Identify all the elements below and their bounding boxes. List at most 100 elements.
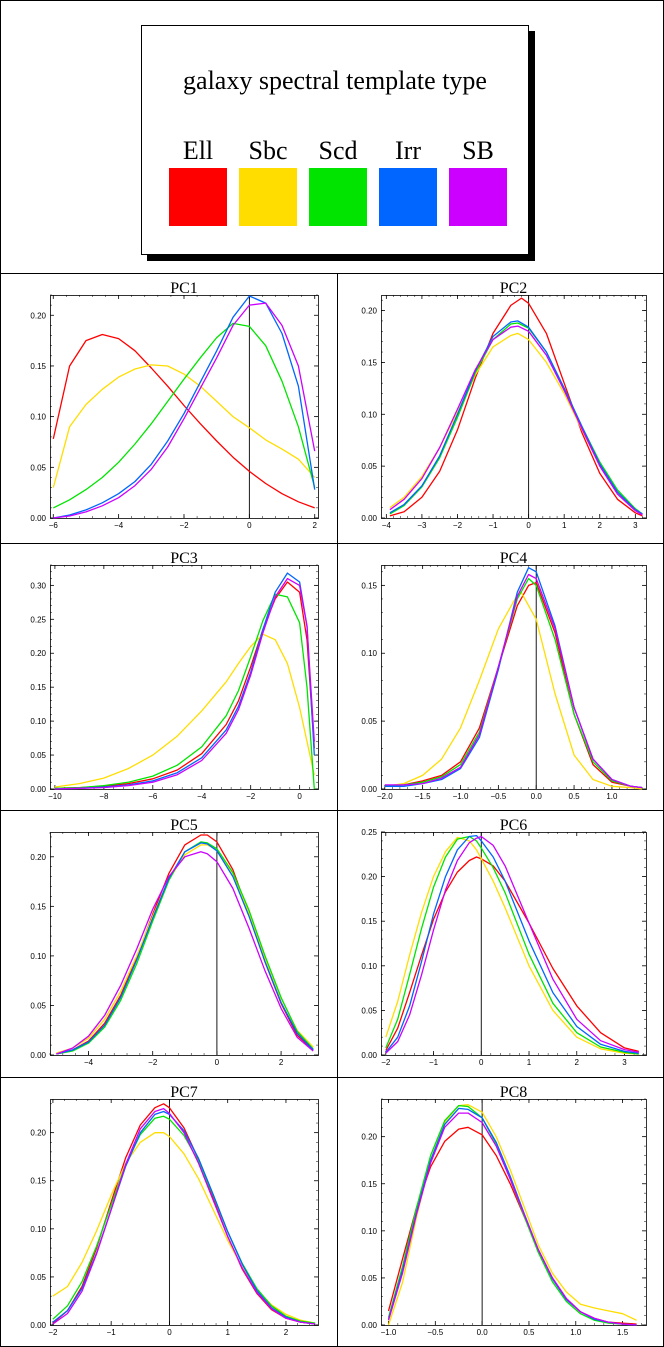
pc3-xtick-label: −4 xyxy=(197,792,207,801)
pc6-title: PC6 xyxy=(500,817,528,834)
pc3-series-ell xyxy=(54,581,315,789)
pc1-xtick-label: 2 xyxy=(313,521,318,530)
pc2-xtick-label: 2 xyxy=(598,521,603,530)
pc2-xtick-label: 0 xyxy=(526,521,531,530)
pc1-series-irr xyxy=(53,295,316,519)
pc8-series-irr xyxy=(387,1107,637,1326)
pc3-title: PC3 xyxy=(170,550,198,567)
pc3-ytick-label: 0.05 xyxy=(30,751,46,760)
legend-label-irr: Irr xyxy=(395,136,421,165)
pc3-series-sbc xyxy=(54,633,315,788)
pc4-series-scd xyxy=(384,577,643,789)
legend-label-scd: Scd xyxy=(318,136,358,165)
pc5-series-ell xyxy=(56,834,314,1055)
pc6-ytick-label: 0.15 xyxy=(361,917,377,926)
pc2-ytick-label: 0.00 xyxy=(361,514,377,523)
pc8-xtick-label: 0.0 xyxy=(477,1328,489,1337)
pc5-xtick-label: 0 xyxy=(215,1058,220,1067)
pc6-frame xyxy=(381,832,647,1056)
pc6-ytick-label: 0.05 xyxy=(361,1006,377,1015)
pc6-series-sbc xyxy=(385,836,639,1055)
pc7-ytick-label: 0.10 xyxy=(30,1225,46,1234)
pc7-xtick-label: 2 xyxy=(284,1328,289,1337)
pc7-ytick-label: 0.05 xyxy=(30,1273,46,1282)
pc7-title: PC7 xyxy=(170,1084,198,1101)
pc5-xtick-label: −2 xyxy=(148,1058,158,1067)
pc5-ytick-label: 0.05 xyxy=(30,1001,46,1010)
pc1-series-sb xyxy=(53,302,316,519)
pc8-title: PC8 xyxy=(500,1084,528,1101)
pc8-series-ell xyxy=(387,1126,637,1325)
legend-title: galaxy spectral template type xyxy=(183,66,487,95)
pc8-ytick-label: 0.15 xyxy=(361,1180,377,1189)
pc7-series-sbc xyxy=(52,1132,316,1324)
pc5-ytick-label: 0.20 xyxy=(30,853,46,862)
pc2-xtick-label: 3 xyxy=(633,521,638,530)
pc6-series-sb xyxy=(385,835,639,1054)
pc1-series-sbc xyxy=(52,364,316,488)
legend-swatch-sbc xyxy=(239,168,297,226)
pc4-xtick-label: −0.5 xyxy=(490,792,506,801)
pc5-series-scd xyxy=(56,841,314,1055)
pc5-ytick-label: 0.15 xyxy=(30,902,46,911)
pc2-series-ell xyxy=(389,297,643,517)
pc3-ytick-label: 0.15 xyxy=(30,683,46,692)
pc3-ytick-label: 0.25 xyxy=(30,615,46,624)
pc4-xtick-label: 0.0 xyxy=(531,792,543,801)
pc3-xtick-label: −8 xyxy=(99,792,109,801)
pc1-xtick-label: −6 xyxy=(49,521,59,530)
pc3-series-sb xyxy=(54,577,315,790)
pc4-xtick-label: −2.0 xyxy=(377,792,393,801)
pc1-ytick-label: 0.15 xyxy=(30,362,46,371)
pc7-series-sb xyxy=(52,1107,316,1325)
pc1-ytick-label: 0.10 xyxy=(30,413,46,422)
pc1-xtick-label: −2 xyxy=(179,521,189,530)
legend-swatch-ell xyxy=(169,168,227,226)
pc6-xtick-label: 0 xyxy=(479,1058,484,1067)
pc4-xtick-label: −1.5 xyxy=(415,792,431,801)
pc3-series-irr xyxy=(54,572,315,790)
pc4-ytick-label: 0.00 xyxy=(361,785,377,794)
pc8-xtick-label: −1.0 xyxy=(381,1328,397,1337)
pc5-xtick-label: −4 xyxy=(84,1058,94,1067)
pc2-series-scd xyxy=(389,322,643,515)
pc2-ytick-label: 0.15 xyxy=(361,358,377,367)
pc2-xtick-label: −1 xyxy=(488,521,498,530)
pc5-series-irr xyxy=(56,842,314,1055)
pc2-xtick-label: 1 xyxy=(562,521,567,530)
pc6-series-scd xyxy=(385,835,639,1055)
pc8-series-sb xyxy=(387,1112,637,1326)
pc6-xtick-label: −1 xyxy=(429,1058,439,1067)
pc8-xtick-label: −0.5 xyxy=(427,1328,443,1337)
pc5-series-sb xyxy=(56,851,314,1055)
pc8-frame xyxy=(381,1099,647,1326)
pc4-ytick-label: 0.15 xyxy=(361,581,377,590)
pc6-xtick-label: 2 xyxy=(575,1058,580,1067)
pc6-xtick-label: 1 xyxy=(527,1058,532,1067)
legend-swatch-sb xyxy=(449,168,507,226)
pc5-frame xyxy=(50,832,319,1056)
pc2-xtick-label: −2 xyxy=(453,521,463,530)
pc7-xtick-label: −2 xyxy=(48,1328,58,1337)
pc7-xtick-label: 0 xyxy=(167,1328,172,1337)
pc1-title: PC1 xyxy=(170,280,198,297)
pc1-series-scd xyxy=(53,322,316,509)
pc8-xtick-label: 0.5 xyxy=(523,1328,535,1337)
pc8-ytick-label: 0.00 xyxy=(361,1321,377,1330)
pc6-xtick-label: −2 xyxy=(381,1058,391,1067)
pc5-xtick-label: 2 xyxy=(279,1058,284,1067)
pc2-frame xyxy=(381,295,647,519)
pc8-ytick-label: 0.10 xyxy=(361,1227,377,1236)
pc7-series-ell xyxy=(52,1103,316,1325)
pc3-xtick-label: −6 xyxy=(148,792,158,801)
legend-item-irr: Irr xyxy=(378,136,438,226)
legend-box: galaxy spectral template type Ell Sbc Sc… xyxy=(141,25,529,255)
legend-label-ell: Ell xyxy=(182,136,214,165)
pc7-xtick-label: −1 xyxy=(107,1328,117,1337)
pc7-series-scd xyxy=(52,1115,316,1324)
pc3-ytick-label: 0.00 xyxy=(30,785,46,794)
pc4-xtick-label: 0.5 xyxy=(569,792,581,801)
legend-item-sb: SB xyxy=(448,136,508,226)
pc2-ytick-label: 0.10 xyxy=(361,410,377,419)
